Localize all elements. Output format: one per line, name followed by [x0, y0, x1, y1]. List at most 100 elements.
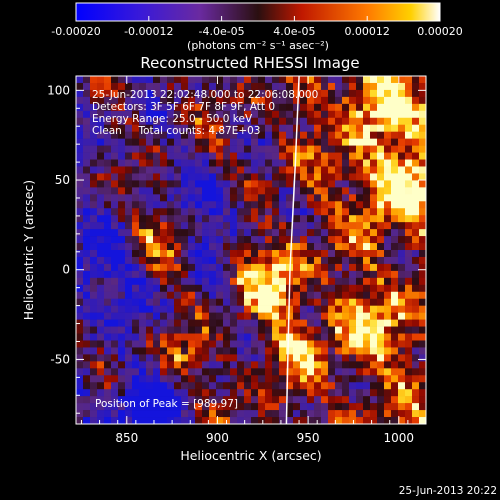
heatmap-cell	[146, 166, 154, 174]
heatmap-cell	[90, 291, 98, 300]
heatmap-cell	[349, 410, 357, 418]
heatmap-cell	[391, 96, 399, 105]
heatmap-cell	[363, 96, 371, 105]
heatmap-cell	[97, 229, 105, 237]
heatmap-cell	[370, 368, 378, 376]
heatmap-cell	[90, 145, 98, 153]
heatmap-cell	[216, 124, 224, 132]
heatmap-cell	[97, 180, 105, 188]
heatmap-cell	[125, 208, 133, 216]
heatmap-cell	[132, 270, 140, 279]
heatmap-cell	[153, 298, 161, 306]
heatmap-cell	[370, 410, 378, 418]
heatmap-cell	[356, 180, 364, 188]
heatmap-cell	[342, 82, 350, 91]
heatmap-cell	[153, 382, 161, 390]
heatmap-cell	[314, 152, 322, 160]
heatmap-cell	[286, 180, 294, 188]
heatmap-cell	[230, 389, 238, 397]
heatmap-cell	[139, 354, 147, 362]
heatmap-cell	[300, 375, 308, 383]
heatmap-cell	[300, 256, 308, 265]
heatmap-cell	[314, 250, 322, 258]
heatmap-cell	[160, 347, 168, 355]
heatmap-cell	[153, 201, 161, 209]
heatmap-cell	[76, 284, 84, 293]
heatmap-cell	[342, 410, 350, 418]
heatmap-cell	[76, 305, 84, 313]
heatmap-cell	[223, 256, 231, 265]
heatmap-cell	[251, 152, 259, 160]
heatmap-cell	[160, 326, 168, 334]
heatmap-cell	[286, 131, 294, 139]
heatmap-cell	[293, 375, 301, 383]
heatmap-cell	[97, 145, 105, 153]
heatmap-cell	[335, 76, 343, 84]
heatmap-cell	[237, 305, 245, 313]
heatmap-cell	[230, 208, 238, 216]
heatmap-cell	[90, 229, 98, 237]
heatmap-cell	[90, 76, 98, 84]
heatmap-cell	[195, 277, 203, 286]
heatmap-cell	[237, 410, 245, 418]
heatmap-cell	[83, 410, 91, 418]
heatmap-cell	[265, 76, 273, 84]
heatmap-cell	[377, 180, 385, 188]
heatmap-cell	[132, 236, 140, 244]
heatmap-cell	[363, 117, 371, 126]
heatmap-cell	[111, 180, 119, 188]
heatmap-cell	[195, 340, 203, 348]
heatmap-cell	[265, 389, 273, 397]
heatmap-cell	[209, 305, 217, 313]
heatmap-cell	[272, 201, 280, 209]
heatmap-cell	[76, 250, 84, 258]
heatmap-cell	[384, 410, 392, 418]
heatmap-cell	[125, 201, 133, 209]
heatmap-cell	[279, 417, 287, 424]
heatmap-cell	[160, 382, 168, 390]
heatmap-cell	[83, 229, 91, 237]
heatmap-cell	[272, 347, 280, 355]
heatmap-cell	[377, 236, 385, 244]
heatmap-cell	[216, 201, 224, 209]
heatmap-cell	[279, 396, 287, 404]
heatmap-cell	[160, 312, 168, 320]
heatmap-cell	[251, 389, 259, 397]
heatmap-cell	[286, 368, 294, 376]
heatmap-cell	[412, 110, 420, 119]
heatmap-cell	[237, 152, 245, 160]
heatmap-cell	[244, 222, 252, 230]
heatmap-cell	[391, 180, 399, 188]
heatmap-cell	[125, 145, 133, 153]
heatmap-cell	[146, 326, 154, 334]
heatmap-cell	[307, 277, 315, 286]
heatmap-cell	[412, 389, 420, 397]
heatmap-cell	[90, 340, 98, 348]
heatmap-cell	[174, 410, 182, 418]
heatmap-cell	[405, 389, 413, 397]
heatmap-cell	[342, 263, 350, 272]
heatmap-cell	[195, 291, 203, 300]
heatmap-cell	[90, 166, 98, 174]
heatmap-cell	[209, 145, 217, 153]
heatmap-cell	[195, 333, 203, 341]
heatmap-cell	[125, 152, 133, 160]
heatmap-cell	[153, 229, 161, 237]
heatmap-cell	[363, 298, 371, 306]
heatmap-cell	[405, 110, 413, 119]
heatmap-cell	[111, 117, 119, 126]
heatmap-cell	[251, 145, 259, 153]
heatmap-cell	[398, 194, 406, 202]
heatmap-cell	[195, 145, 203, 153]
heatmap-cell	[272, 215, 280, 223]
heatmap-cell	[174, 166, 182, 174]
heatmap-cell	[251, 354, 259, 362]
heatmap-cell	[272, 354, 280, 362]
heatmap-cell	[258, 180, 266, 188]
heatmap-cell	[167, 145, 175, 153]
heatmap-cell	[265, 284, 273, 293]
heatmap-cell	[153, 145, 161, 153]
heatmap-cell	[251, 194, 259, 202]
heatmap-cell	[90, 103, 98, 112]
heatmap-cell	[244, 417, 252, 424]
